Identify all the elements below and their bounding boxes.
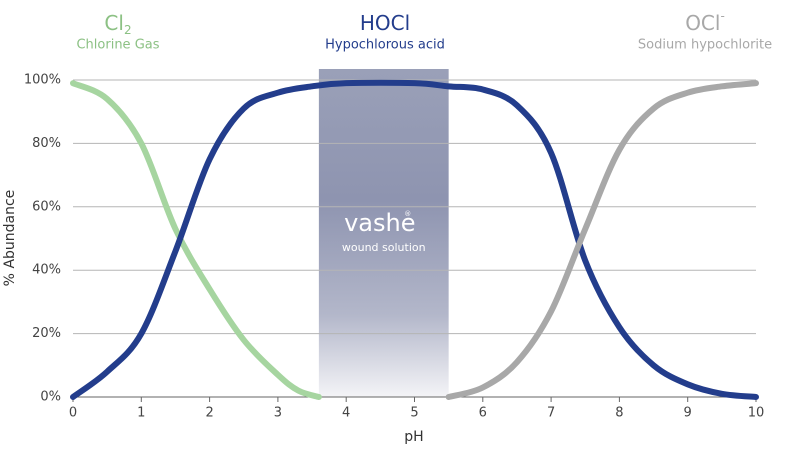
x-axis-label: pH: [404, 429, 423, 445]
legend-name: Cl: [104, 11, 124, 35]
y-tick-label: 20%: [32, 326, 61, 341]
x-tick-label: 10: [748, 406, 765, 421]
series-line: [445, 80, 759, 400]
x-tick-label: 2: [205, 406, 213, 421]
x-tick-label: 0: [69, 406, 77, 421]
legend-label: Cl2: [104, 11, 131, 37]
x-tick-label: 8: [615, 406, 623, 421]
y-tick-label: 100%: [24, 73, 61, 88]
legend-name: HOCl: [360, 11, 410, 35]
series-line: [70, 80, 322, 400]
legend-name: OCl: [685, 11, 720, 35]
legend-description: Hypochlorous acid: [325, 38, 445, 53]
y-axis-label: % Abundance: [2, 190, 18, 287]
y-tick-label: 60%: [32, 199, 61, 214]
band-title: vashe: [344, 209, 415, 237]
band-subtitle: wound solution: [342, 241, 426, 254]
y-tick-label: 40%: [32, 263, 61, 278]
band-mark: ®: [404, 210, 411, 218]
x-tick-label: 3: [274, 406, 282, 421]
series-line: [70, 79, 759, 400]
legend-label: HOCl: [360, 11, 410, 35]
x-tick-label: 5: [410, 406, 418, 421]
band: [318, 69, 449, 397]
x-tick-label: 7: [547, 406, 555, 421]
x-tick-label: 1: [137, 406, 145, 421]
y-tick-label: 80%: [32, 136, 61, 151]
y-tick-label: 0%: [40, 390, 61, 405]
legend-label: OCl-: [685, 9, 725, 35]
x-tick-label: 6: [479, 406, 487, 421]
x-tick-label: 9: [684, 406, 692, 421]
legend-superscript: -: [720, 9, 724, 23]
legend-subscript: 2: [124, 23, 132, 37]
legend-description: Sodium hypochlorite: [638, 38, 772, 53]
x-tick-label: 4: [342, 406, 350, 421]
legend-description: Chlorine Gas: [76, 38, 159, 53]
